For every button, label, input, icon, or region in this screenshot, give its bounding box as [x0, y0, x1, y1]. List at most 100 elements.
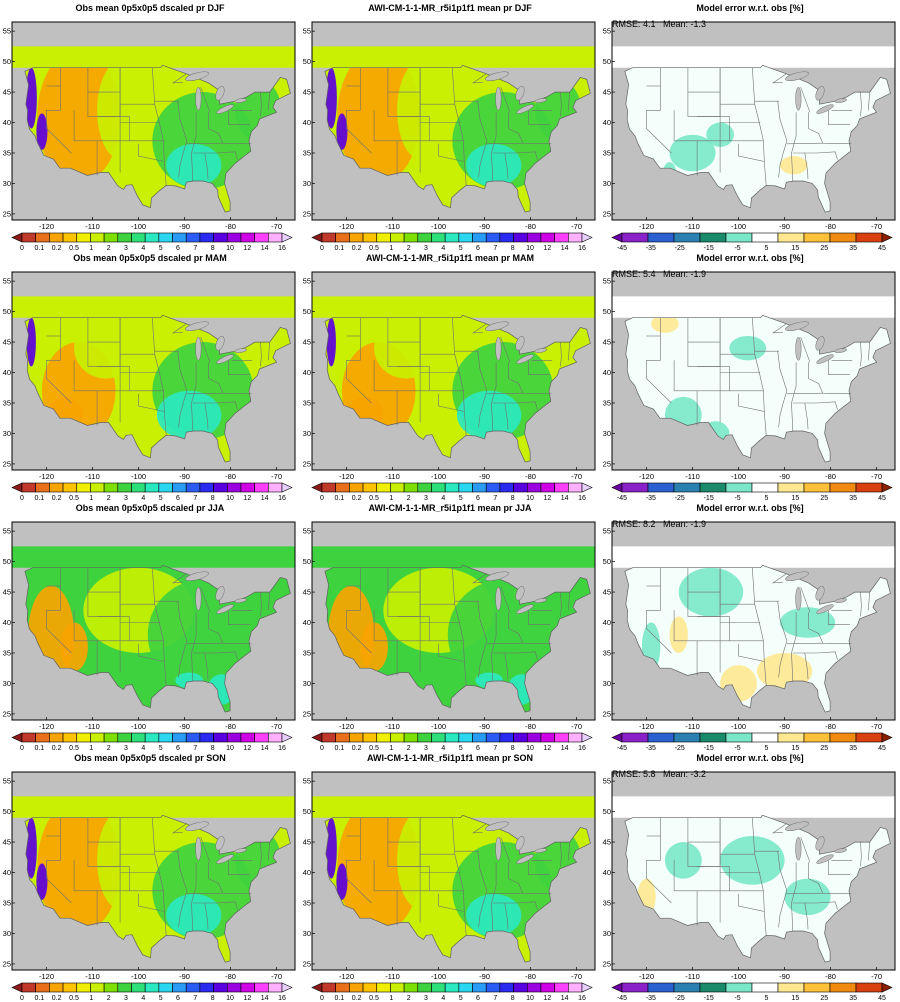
- state-boundary: [260, 592, 262, 617]
- lon-tick-label: -80: [225, 472, 236, 481]
- state-boundary: [828, 860, 850, 875]
- colorbar-segment: [335, 982, 350, 993]
- colorbar-label: 0: [20, 495, 24, 502]
- state-boundary: [172, 73, 187, 84]
- colorbar-label: -35: [646, 995, 656, 1002]
- lon-tick-label: -80: [525, 722, 536, 731]
- great-lake: [495, 336, 502, 361]
- lon-tick-label: -100: [131, 472, 146, 481]
- state-boundary: [646, 817, 672, 904]
- colorbar-label: 0.1: [334, 495, 344, 502]
- colorbar-segment: [417, 232, 432, 243]
- colorbar-segment: [673, 232, 701, 243]
- colorbar-segment: [90, 982, 105, 993]
- precip-region: [37, 815, 121, 934]
- lon-tick-label: -100: [731, 722, 746, 731]
- colorbar-segment: [62, 232, 78, 243]
- colorbar-label: 5: [159, 995, 163, 1002]
- state-boundary: [46, 817, 72, 904]
- state-boundary: [792, 401, 838, 410]
- lat-tick-label: 55: [3, 27, 11, 36]
- state-boundary: [373, 860, 398, 926]
- lon-tick-label: -120: [639, 972, 654, 981]
- colorbar-segment: [444, 232, 460, 243]
- lat-tick-label: 45: [303, 838, 311, 847]
- great-lake: [834, 848, 847, 853]
- lon-tick-label: -80: [225, 722, 236, 731]
- colorbar-segment: [485, 732, 501, 743]
- colorbar-segment: [35, 982, 50, 993]
- colorbar-segment: [226, 232, 242, 243]
- colorbar-label: 0: [20, 245, 24, 252]
- colorbar-label: 25: [820, 495, 828, 502]
- lat-tick-label: 40: [3, 618, 11, 627]
- colorbar-label: 1: [89, 245, 93, 252]
- colorbar-segment: [144, 232, 160, 243]
- great-lake: [195, 836, 202, 861]
- colorbar-segment: [213, 232, 228, 243]
- error-stats-label: RMSE: 5.4 Mean: -1.9: [612, 269, 707, 279]
- state-boundary: [568, 842, 570, 861]
- colorbar-segment: [803, 982, 831, 993]
- colorbar-segment: [172, 482, 187, 493]
- colorbar-label: 8: [211, 245, 215, 252]
- great-lake: [195, 86, 202, 111]
- obs-panel-jja: -120 -110 -100 -90 -80 -70 55 50 45 40 35 30 25 Obs m…: [0, 500, 300, 752]
- colorbar-label: 0.2: [352, 995, 362, 1002]
- lat-tick-label: 55: [603, 527, 611, 536]
- colorbar-over: [281, 232, 293, 243]
- lon-tick-label: -90: [479, 222, 490, 231]
- colorbar-label: 45: [878, 745, 886, 752]
- state-boundary: [791, 112, 797, 182]
- precip-region: [374, 317, 439, 379]
- colorbar-segment: [321, 732, 336, 743]
- colorbar-segment: [403, 982, 419, 993]
- error-anomaly-region: [756, 652, 813, 690]
- colorbar-segment: [158, 982, 173, 993]
- colorbar-segment: [485, 232, 501, 243]
- colorbar-segment: [568, 482, 583, 493]
- error-stats-label: RMSE: 8.2 Mean: -1.9: [612, 519, 707, 529]
- colorbar-segment: [213, 732, 228, 743]
- state-boundary: [492, 401, 538, 410]
- colorbar-label: 7: [493, 245, 497, 252]
- lat-tick-label: 55: [3, 777, 11, 786]
- lon-tick-label: -70: [571, 722, 582, 731]
- lon-tick-label: -80: [525, 472, 536, 481]
- error-panel-jja: -120 -110 -100 -90 -80 -70 55 50 45 40 35 30 25 Model…: [600, 500, 900, 752]
- country-outline: [24, 814, 291, 963]
- colorbar-label: 1: [89, 995, 93, 1002]
- colorbar-segment: [431, 482, 446, 493]
- colorbar-segment: [458, 982, 473, 993]
- state-boundary: [860, 842, 862, 867]
- colorbar-label: 0.2: [352, 495, 362, 502]
- lon-tick-label: -90: [179, 972, 190, 981]
- colorbar-label: 16: [578, 995, 586, 1002]
- state-boundary: [504, 902, 509, 930]
- lon-tick-label: -80: [825, 222, 836, 231]
- state-boundary: [397, 866, 430, 892]
- lat-tick-label: 55: [303, 27, 311, 36]
- lat-tick-label: 40: [603, 368, 611, 377]
- colorbar-segment: [362, 482, 378, 493]
- lat-tick-label: 30: [603, 929, 611, 938]
- colorbar-segment: [103, 732, 119, 743]
- colorbar-label: -35: [646, 745, 656, 752]
- colorbar-segment: [647, 232, 675, 243]
- state-boundary: [697, 616, 730, 642]
- colorbar-segment: [158, 732, 173, 743]
- lat-tick-label: 50: [3, 807, 11, 816]
- colorbar-segment: [499, 482, 514, 493]
- colorbar-segment: [855, 232, 883, 243]
- state-boundary: [800, 337, 811, 363]
- great-lake: [816, 604, 834, 614]
- colorbar-label: -5: [734, 745, 740, 752]
- great-lake: [495, 586, 502, 611]
- country-outline: [624, 64, 891, 213]
- colorbar-label: 0.1: [334, 995, 344, 1002]
- great-lake: [185, 321, 209, 331]
- colorbar-segment: [777, 232, 805, 243]
- country-outline: [624, 814, 891, 963]
- state-boundary: [200, 337, 211, 363]
- error-stats-label: RMSE: 5.8 Mean: -3.2: [612, 769, 707, 779]
